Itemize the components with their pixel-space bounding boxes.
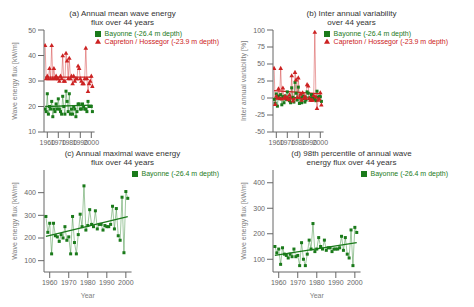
svg-text:1970: 1970 (290, 279, 306, 286)
svg-text:100: 100 (24, 257, 36, 264)
svg-text:10: 10 (28, 128, 36, 135)
svg-text:50: 50 (257, 60, 265, 67)
svg-text:1970: 1970 (279, 139, 296, 146)
svg-text:1990: 1990 (72, 139, 89, 146)
svg-text:1970: 1970 (61, 279, 77, 286)
html-text:Bayonne (-26.4 m depth): Bayonne (-26.4 m depth) (370, 170, 448, 177)
svg-text:2000: 2000 (347, 279, 363, 286)
html-text:(d) 98th percentile of annual: (d) 98th percentile of annual wave energ… (291, 149, 412, 167)
svg-text:2000: 2000 (84, 139, 100, 146)
svg-text:400: 400 (24, 189, 36, 196)
svg-text:1980: 1980 (61, 139, 78, 146)
svg-text:100: 100 (253, 256, 265, 263)
svg-text:2000: 2000 (313, 139, 329, 146)
html-text:(b) Inter annual variability o: (b) Inter annual variability over 44 yea… (306, 9, 397, 27)
svg-text:Wave energy flux [kW/m]: Wave energy flux [kW/m] (11, 42, 19, 120)
html-text:Bayonne (-26.4 m depth): Bayonne (-26.4 m depth) (333, 30, 411, 37)
html-text:Bayonne (-26.4 m depth): Bayonne (-26.4 m depth) (104, 30, 182, 37)
svg-text:30: 30 (28, 77, 36, 84)
html-text:Capreton / Hossegor (-23.9 m d: Capreton / Hossegor (-23.9 m depth) (104, 38, 219, 45)
svg-text:400: 400 (253, 179, 265, 186)
svg-text:1960: 1960 (39, 139, 56, 146)
svg-text:1990: 1990 (328, 279, 344, 286)
html-text:Bayonne (-26.4 m depth): Bayonne (-26.4 m depth) (141, 170, 219, 177)
svg-text:Year: Year (81, 292, 96, 298)
svg-text:75: 75 (257, 43, 265, 50)
svg-text:40: 40 (28, 52, 36, 59)
html-text:(a) Annual mean wave energy fl: (a) Annual mean wave energy flux over 44… (69, 9, 176, 27)
html-text:Capreton / Hossegor (-23.9 m d: Capreton / Hossegor (-23.9 m depth) (333, 38, 448, 45)
svg-text:Wave energy flux [kW/m]: Wave energy flux [kW/m] (240, 182, 248, 260)
svg-text:2000: 2000 (118, 279, 134, 286)
svg-text:200: 200 (24, 234, 36, 241)
svg-text:-50: -50 (255, 128, 265, 135)
svg-text:25: 25 (257, 77, 265, 84)
svg-text:300: 300 (24, 212, 36, 219)
html-text:(c) Annual maximal wave energy: (c) Annual maximal wave energy flux over… (64, 149, 181, 167)
svg-text:Inter annual variability [%]: Inter annual variability [%] (240, 41, 248, 121)
svg-text:Year: Year (310, 292, 325, 298)
svg-text:1980: 1980 (309, 279, 325, 286)
svg-text:50: 50 (28, 28, 36, 33)
svg-text:100: 100 (253, 28, 265, 33)
svg-text:Wave energy flux [kW/m]: Wave energy flux [kW/m] (11, 182, 19, 260)
svg-text:1980: 1980 (80, 279, 96, 286)
svg-text:20: 20 (28, 103, 36, 110)
svg-text:1980: 1980 (290, 139, 307, 146)
svg-text:1990: 1990 (301, 139, 318, 146)
svg-text:1960: 1960 (268, 139, 285, 146)
svg-text:200: 200 (253, 230, 265, 237)
svg-text:1960: 1960 (42, 279, 58, 286)
svg-text:1970: 1970 (50, 139, 67, 146)
svg-text:1990: 1990 (99, 279, 115, 286)
svg-text:1960: 1960 (271, 279, 287, 286)
svg-text:300: 300 (253, 205, 265, 212)
svg-text:-25: -25 (255, 111, 265, 118)
svg-text:0: 0 (261, 94, 265, 101)
